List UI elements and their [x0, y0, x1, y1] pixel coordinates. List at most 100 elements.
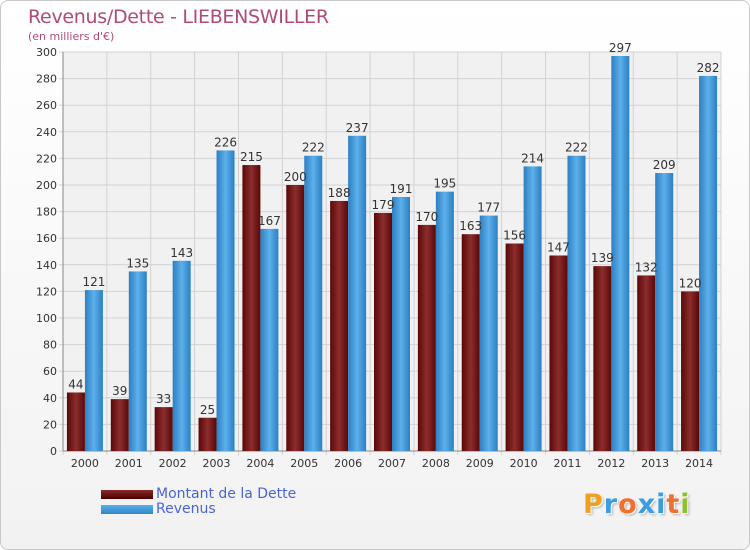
data-label-revenus-2002: 143 [170, 246, 193, 260]
y-tick-label: 120 [36, 285, 57, 298]
bar-dette-2014 [681, 291, 700, 451]
y-tick-label: 180 [36, 206, 57, 219]
x-tick-label-2003: 2003 [203, 457, 231, 470]
bar-revenus-2012 [611, 55, 630, 452]
data-label-revenus-2003: 226 [214, 135, 237, 149]
bar-revenus-2001 [128, 271, 147, 451]
chart-subtitle: (en milliers d'€) [28, 30, 115, 43]
x-tick-label-2005: 2005 [290, 457, 318, 470]
bar-dette-2008 [417, 224, 436, 451]
data-label-dette-2008: 170 [415, 210, 438, 224]
x-tick-label-2002: 2002 [159, 457, 187, 470]
y-tick-label: 60 [43, 365, 57, 378]
legend-swatch-dette [101, 490, 153, 499]
bar-dette-2006 [330, 200, 349, 451]
bar-revenus-2009 [479, 215, 498, 451]
data-label-revenus-2007: 191 [390, 182, 413, 196]
data-label-dette-2009: 163 [459, 219, 482, 233]
data-label-dette-2007: 179 [372, 198, 395, 212]
bar-dette-2003 [198, 417, 217, 451]
legend-swatch-revenus [101, 505, 153, 514]
y-tick-label: 40 [43, 392, 57, 405]
bar-dette-2005 [286, 185, 305, 451]
bar-revenus-2011 [567, 155, 586, 452]
data-label-revenus-2013: 209 [653, 158, 676, 172]
bar-dette-2009 [461, 234, 480, 451]
data-label-dette-2002: 33 [156, 392, 171, 406]
y-tick-label: 0 [50, 445, 57, 458]
logo-letter: P [583, 489, 604, 520]
data-label-dette-2006: 188 [328, 186, 351, 200]
bar-dette-2001 [110, 399, 129, 451]
y-tick-label: 200 [36, 179, 57, 192]
data-label-dette-2001: 39 [112, 384, 127, 398]
x-tick-label-2014: 2014 [685, 457, 713, 470]
bar-revenus-2007 [392, 196, 410, 451]
data-label-dette-2014: 120 [679, 276, 702, 290]
x-tick-label-2011: 2011 [553, 457, 581, 470]
legend-label-revenus: Revenus [156, 501, 216, 517]
x-tick-label-2006: 2006 [334, 457, 362, 470]
logo-letter: r [603, 489, 619, 520]
x-tick-label-2007: 2007 [378, 457, 406, 470]
proxiti-logo: Proxiti [583, 489, 691, 520]
bar-revenus-2005 [304, 155, 323, 452]
y-tick-label: 20 [43, 418, 57, 431]
data-label-dette-2000: 44 [68, 377, 83, 391]
x-tick-label-2009: 2009 [466, 457, 494, 470]
bar-dette-2013 [637, 275, 656, 451]
data-label-revenus-2008: 195 [433, 177, 456, 191]
bar-dette-2000 [66, 392, 85, 451]
bar-revenus-2014 [699, 75, 718, 451]
data-label-revenus-2000: 121 [82, 275, 105, 289]
x-tick-label-2008: 2008 [422, 457, 450, 470]
data-label-revenus-2012: 297 [609, 41, 632, 55]
data-label-revenus-2001: 135 [126, 256, 149, 270]
chart-title: Revenus/Dette - LIEBENSWILLER [28, 6, 329, 28]
data-label-dette-2012: 139 [591, 251, 614, 265]
data-label-dette-2010: 156 [503, 229, 526, 243]
data-label-dette-2013: 132 [635, 260, 658, 274]
x-tick-label-2001: 2001 [115, 457, 143, 470]
data-label-revenus-2006: 237 [346, 121, 369, 135]
data-label-revenus-2004: 167 [258, 214, 281, 228]
bar-revenus-2008 [435, 191, 454, 451]
data-label-dette-2011: 147 [547, 240, 570, 254]
bar-dette-2010 [505, 243, 524, 451]
data-label-revenus-2014: 282 [697, 61, 720, 75]
x-tick-label-2000: 2000 [71, 457, 99, 470]
logo-letter: o [618, 489, 638, 520]
data-label-revenus-2010: 214 [521, 151, 544, 165]
bar-revenus-2013 [655, 173, 674, 451]
x-tick-label-2010: 2010 [510, 457, 538, 470]
bar-revenus-2006 [348, 135, 367, 452]
y-tick-label: 140 [36, 259, 57, 272]
bar-revenus-2010 [523, 166, 542, 451]
bar-dette-2004 [242, 165, 261, 452]
x-tick-label-2012: 2012 [597, 457, 625, 470]
data-label-revenus-2005: 222 [302, 141, 325, 155]
data-label-revenus-2009: 177 [477, 201, 500, 215]
x-tick-label-2013: 2013 [641, 457, 669, 470]
bar-dette-2012 [593, 266, 612, 451]
y-tick-label: 300 [36, 46, 57, 59]
y-tick-label: 240 [36, 126, 57, 139]
data-label-dette-2003: 25 [200, 403, 215, 417]
y-tick-label: 280 [36, 73, 57, 86]
bar-revenus-2003 [216, 150, 235, 452]
y-tick-label: 220 [36, 152, 57, 165]
bar-revenus-2002 [172, 260, 191, 451]
bar-revenus-2000 [84, 290, 103, 451]
bar-dette-2007 [374, 212, 392, 451]
logo-letter: t [666, 489, 681, 520]
y-tick-label: 260 [36, 99, 57, 112]
legend-label-dette: Montant de la Dette [156, 486, 297, 502]
logo-letter: i [656, 489, 667, 520]
bar-dette-2011 [549, 255, 568, 451]
y-tick-label: 80 [43, 339, 57, 352]
y-tick-label: 100 [36, 312, 57, 325]
logo-letter: i [680, 489, 691, 520]
logo-letter: x [637, 489, 657, 520]
data-label-dette-2004: 215 [240, 150, 263, 164]
